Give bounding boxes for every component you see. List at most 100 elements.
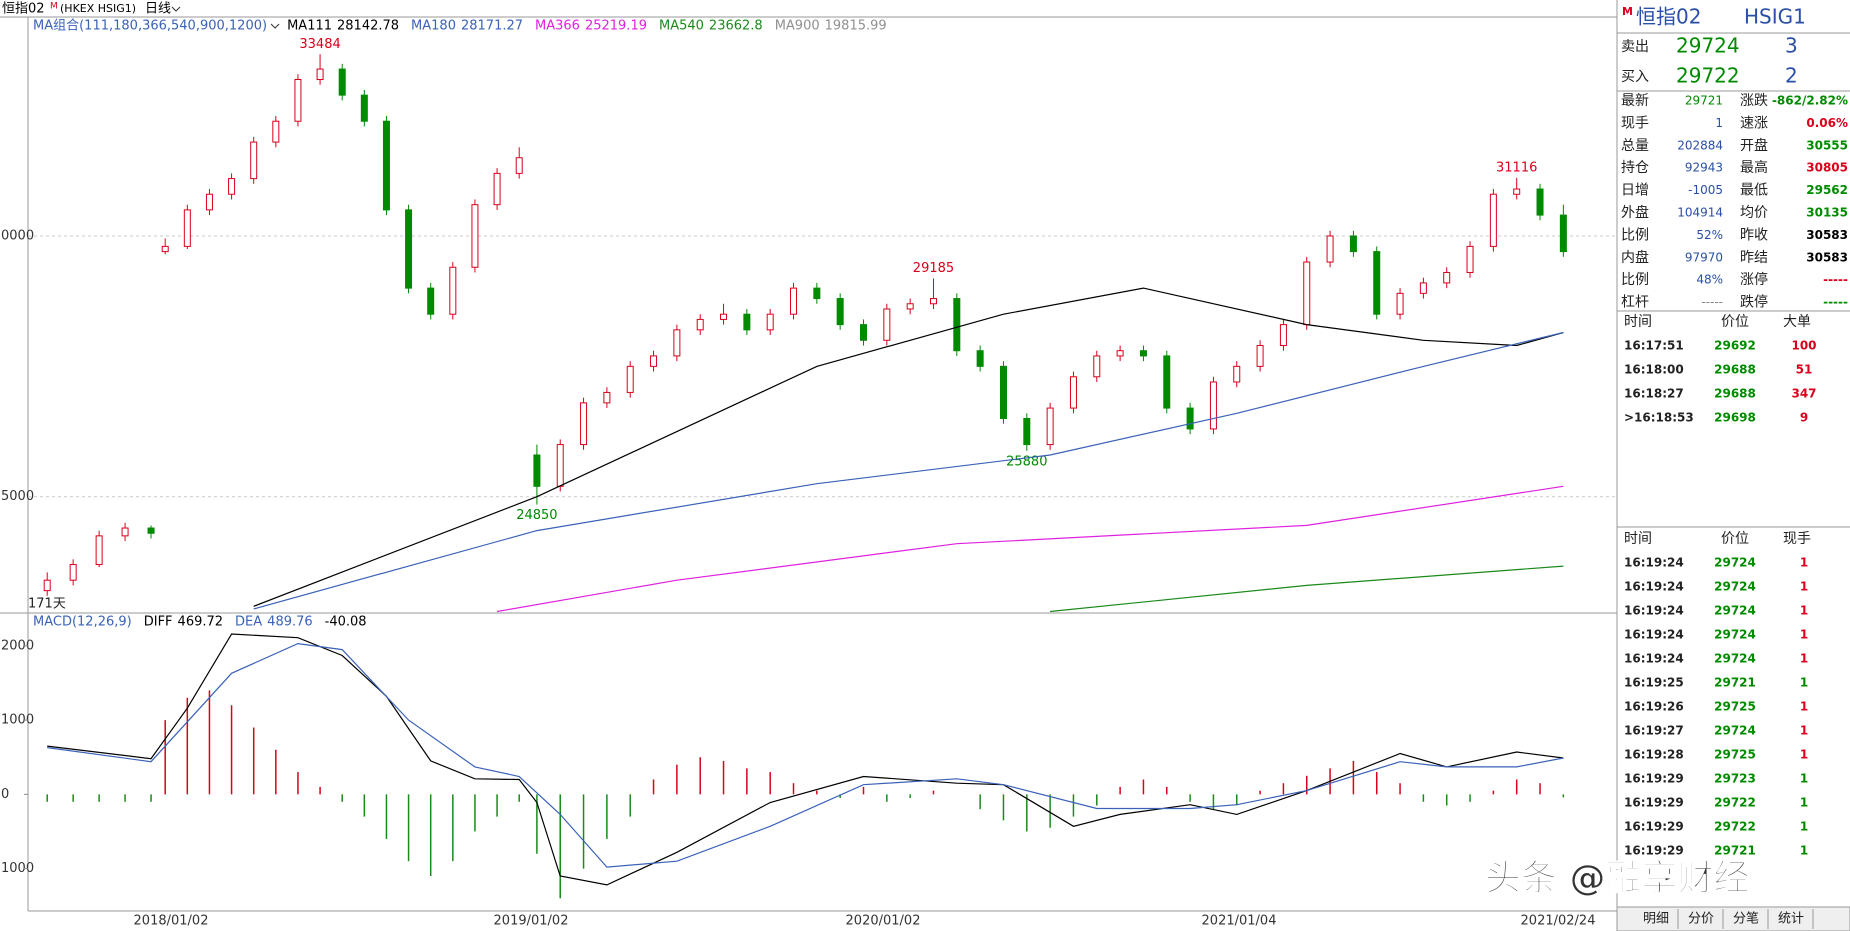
x-tick-label: 2021/01/04 bbox=[1202, 914, 1277, 929]
candle-body bbox=[1373, 251, 1381, 315]
field-label: 最新 bbox=[1621, 93, 1649, 109]
candle-body bbox=[976, 350, 984, 367]
extreme-label: 29185 bbox=[913, 261, 954, 276]
row-price: 29722 bbox=[1714, 820, 1756, 834]
row-size: 1 bbox=[1800, 604, 1808, 618]
row-time: 16:19:24 bbox=[1624, 556, 1684, 570]
symbol[interactable]: 恒指02 bbox=[2, 2, 45, 17]
indicator-line bbox=[47, 642, 1564, 868]
candle-body bbox=[471, 204, 479, 268]
dropdown-icon[interactable] bbox=[171, 6, 181, 12]
candle-body bbox=[1256, 344, 1264, 367]
period-note: 171天 bbox=[28, 597, 66, 612]
x-tick-label: 2018/01/02 bbox=[134, 914, 209, 929]
candle-body bbox=[556, 444, 564, 487]
candle-body bbox=[790, 287, 798, 315]
row-price: 29688 bbox=[1714, 363, 1756, 377]
quote-title: 恒指02 bbox=[1636, 5, 1701, 29]
field-value: 202884 bbox=[1677, 138, 1723, 152]
candle-body bbox=[338, 68, 346, 96]
candle-body bbox=[720, 313, 728, 320]
field-label: 持仓 bbox=[1621, 160, 1649, 176]
book-label: 卖出 bbox=[1621, 39, 1649, 55]
period[interactable]: 日线 bbox=[145, 2, 171, 17]
row-time: 16:19:24 bbox=[1624, 580, 1684, 594]
row-size: 51 bbox=[1796, 363, 1813, 377]
candle-body bbox=[228, 178, 236, 195]
legend-value: 28142.78 bbox=[337, 19, 399, 34]
row-size: 1 bbox=[1800, 748, 1808, 762]
candle-body bbox=[1093, 355, 1101, 378]
candle-body bbox=[449, 266, 457, 315]
field-label: 跌停 bbox=[1740, 294, 1768, 311]
field-label: 外盘 bbox=[1621, 204, 1649, 221]
field-label: 现手 bbox=[1621, 115, 1649, 131]
legend-title[interactable]: MA组合(111,180,366,540,900,1200) bbox=[33, 19, 267, 34]
row-size: 1 bbox=[1800, 796, 1808, 810]
field-value: 30583 bbox=[1806, 228, 1848, 242]
row-time: 16:19:27 bbox=[1624, 724, 1684, 738]
x-tick-label: 2020/01/02 bbox=[846, 914, 921, 929]
row-size: 1 bbox=[1800, 652, 1808, 666]
book-size: 2 bbox=[1785, 64, 1798, 88]
field-label: 内盘 bbox=[1621, 249, 1649, 266]
legend-value: 469.72 bbox=[178, 615, 224, 630]
row-time: 16:19:26 bbox=[1624, 700, 1684, 714]
field-label: 比例 bbox=[1621, 272, 1649, 288]
legend-value: 28171.27 bbox=[461, 19, 523, 34]
quote-panel: M 恒指02 HSIG1 卖出 29724 3 买入 29722 2 最新 29721 涨跌 -862/… bbox=[1616, 5, 1850, 931]
field-value: 0.06% bbox=[1806, 116, 1848, 130]
candle-body bbox=[1186, 407, 1194, 430]
candle-body bbox=[147, 527, 155, 534]
candle-body bbox=[69, 564, 77, 581]
y-tick-label: 2000 bbox=[1, 638, 34, 653]
row-time: 16:19:24 bbox=[1624, 652, 1684, 666]
y-tick-label: 1000 bbox=[1, 861, 34, 876]
field-label: 日增 bbox=[1621, 183, 1649, 199]
field-value: 29721 bbox=[1685, 94, 1723, 108]
indicator-line bbox=[253, 287, 1564, 607]
legend-value: -40.08 bbox=[325, 615, 367, 630]
table-header: 价位 bbox=[1721, 314, 1749, 330]
candle-body bbox=[626, 365, 634, 393]
indicator-line bbox=[496, 485, 1564, 613]
book-size: 3 bbox=[1785, 34, 1798, 58]
candle-body bbox=[696, 318, 704, 331]
candle-body bbox=[1023, 418, 1031, 446]
tab[interactable]: 统计 bbox=[1778, 912, 1804, 927]
table-header: 现手 bbox=[1783, 531, 1811, 547]
field-value: -1005 bbox=[1688, 183, 1723, 197]
candle-body bbox=[427, 287, 435, 315]
tab[interactable]: 分笔 bbox=[1733, 911, 1759, 927]
field-label: 昨结 bbox=[1740, 250, 1768, 266]
field-label: 速涨 bbox=[1740, 115, 1768, 131]
candle-body bbox=[650, 355, 658, 367]
candle-body bbox=[493, 172, 501, 206]
legend-name: DEA bbox=[235, 615, 262, 630]
extreme-label: 33484 bbox=[299, 37, 340, 52]
candle-body bbox=[294, 78, 302, 122]
row-price: 29721 bbox=[1714, 676, 1756, 690]
row-time: 16:19:28 bbox=[1624, 748, 1684, 762]
y-tick-label: 0000 bbox=[1, 228, 34, 243]
candle-body bbox=[883, 308, 891, 341]
legend-name: MA900 bbox=[775, 19, 820, 34]
tab[interactable]: 明细 bbox=[1643, 912, 1669, 927]
row-size: 100 bbox=[1791, 339, 1816, 353]
tab[interactable]: 分价 bbox=[1688, 912, 1714, 927]
candle-body bbox=[1396, 292, 1404, 315]
candle-body bbox=[43, 579, 51, 592]
tab-bar bbox=[1616, 906, 1850, 931]
candle-body bbox=[953, 298, 961, 352]
row-price: 29724 bbox=[1714, 724, 1756, 738]
field-value: 29562 bbox=[1806, 183, 1848, 197]
candle-body bbox=[1536, 188, 1544, 216]
row-price: 29724 bbox=[1714, 556, 1756, 570]
candle-body bbox=[121, 527, 129, 537]
field-label: 杠杆 bbox=[1621, 295, 1649, 311]
field-label: 最高 bbox=[1740, 159, 1768, 176]
row-price: 29723 bbox=[1714, 772, 1756, 786]
candle-body bbox=[1559, 214, 1567, 253]
candle-body bbox=[360, 94, 368, 122]
